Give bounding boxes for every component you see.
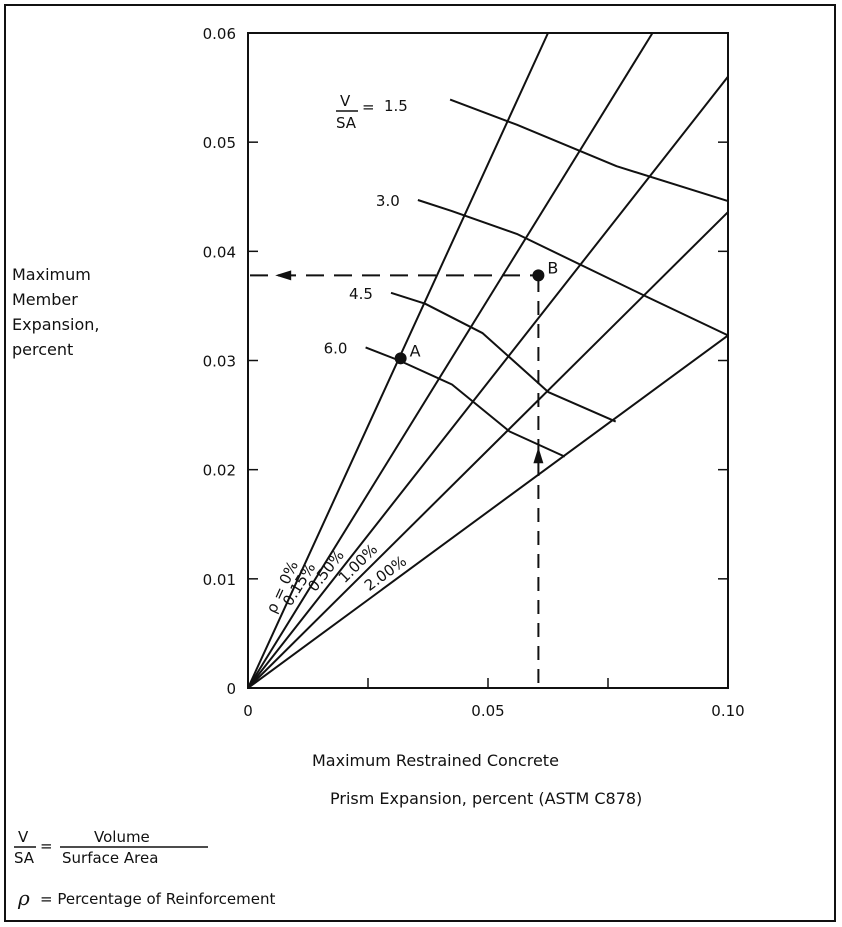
y-tick-label: 0.01 [203, 571, 236, 589]
ylabel-line-3: Expansion, [12, 315, 99, 334]
def-vsa-v: V [18, 828, 29, 846]
reinforcement-lines: ρ = 0%0.15%0.50%1.00%2.00% [247, 32, 729, 689]
point-marker [394, 352, 407, 365]
y-tick-label: 0.06 [203, 25, 236, 43]
x-tick-label: 0 [243, 702, 253, 720]
vsa-curve-label: 3.0 [376, 192, 400, 210]
vsa-curve [390, 291, 617, 423]
ylabel-line-4: percent [12, 340, 73, 359]
x-tick-label: 0.10 [711, 702, 744, 720]
up-arrow-head [533, 447, 544, 464]
vsa-curves: 3.0 4.5 6.0 [324, 98, 729, 458]
point-label: B [547, 258, 558, 277]
y-tick-label: 0 [226, 680, 236, 698]
example-guides [250, 270, 544, 683]
point-markers: AB [394, 258, 558, 365]
def-vsa-sa: SA [14, 849, 35, 867]
vsa-equals: = [362, 98, 375, 116]
reinforcement-line [247, 334, 729, 689]
def-rho-symbol: ρ [17, 886, 30, 910]
vsa-curve [417, 199, 729, 337]
tick-labels: 0 0.01 0.02 0.03 0.04 0.05 0.06 0 0.05 0.10 [203, 25, 745, 720]
xlabel-line-2: Prism Expansion, percent (ASTM C878) [330, 789, 642, 808]
y-tick-label: 0.03 [203, 353, 236, 371]
def-volume: Volume [94, 828, 150, 846]
point-marker [532, 269, 545, 282]
reinforcement-line [247, 211, 729, 689]
vsa-first-value: 1.5 [384, 97, 408, 115]
def-rho-text: = Percentage of Reinforcement [40, 890, 275, 908]
ylabel-line-1: Maximum [12, 265, 91, 284]
xlabel-line-1: Maximum Restrained Concrete [312, 751, 559, 770]
left-arrow-head [275, 270, 292, 281]
reinforcement-line [247, 32, 654, 689]
chart-axes [247, 32, 729, 689]
x-tick-label: 0.05 [471, 702, 504, 720]
vsa-fraction-v: V [340, 92, 351, 110]
vsa-curve-label: 6.0 [324, 339, 348, 357]
vsa-curve [449, 98, 729, 203]
figure-frame [4, 4, 836, 922]
vsa-curve [365, 346, 566, 458]
vsa-curve-label: 4.5 [349, 285, 373, 303]
point-label: A [410, 341, 421, 360]
def-surface-area: Surface Area [62, 849, 158, 867]
y-tick-label: 0.04 [203, 243, 236, 261]
ylabel-line-2: Member [12, 290, 78, 309]
y-tick-label: 0.02 [203, 462, 236, 480]
reinforcement-line [247, 76, 729, 689]
vsa-fraction-sa: SA [336, 114, 357, 132]
y-tick-label: 0.05 [203, 134, 236, 152]
def-equals: = [40, 837, 53, 855]
